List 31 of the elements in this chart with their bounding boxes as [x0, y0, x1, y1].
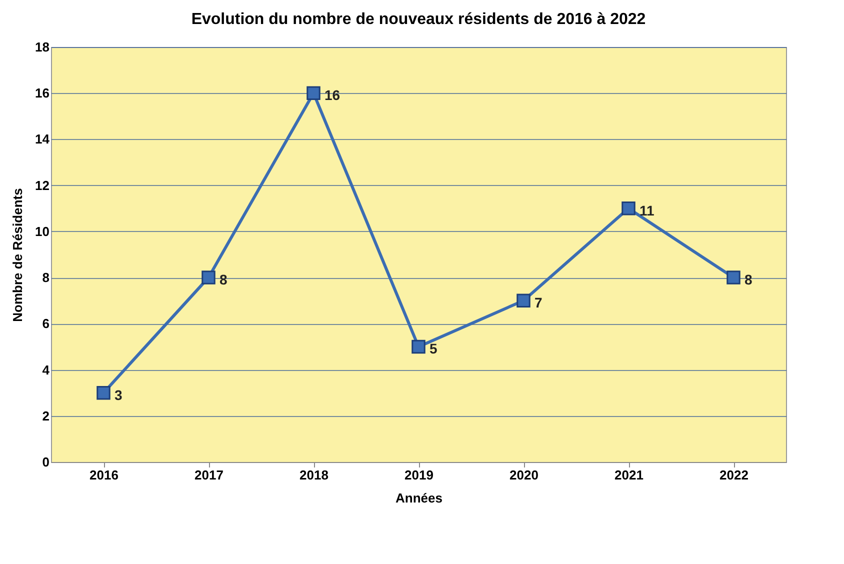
y-tick-label: 16	[35, 86, 50, 101]
y-tick-label: 14	[35, 132, 50, 147]
point	[306, 86, 320, 100]
x-tick-label: 2018	[300, 468, 328, 482]
point	[726, 270, 740, 284]
point	[622, 202, 636, 216]
point	[412, 340, 426, 354]
x-tick-label: 2021	[614, 468, 644, 482]
x-tick-label: 2020	[510, 468, 538, 482]
y-tick-label: 8	[42, 270, 50, 286]
x-tick-label: 2016	[90, 468, 118, 482]
data-label: 3	[114, 386, 122, 403]
x-tick-label: 2017	[194, 468, 224, 482]
y-tick-label: 2	[42, 408, 50, 424]
x-axis-title: Années	[396, 490, 442, 506]
x-tick-label: 2019	[404, 468, 434, 482]
point	[96, 386, 110, 400]
y-tick-label: 12	[35, 178, 50, 193]
x-tick-label: 2022	[720, 468, 748, 482]
point	[516, 294, 530, 308]
point	[202, 270, 216, 284]
y-tick-label: 4	[42, 362, 50, 378]
y-axis-title: Nombre de Résidents	[10, 188, 26, 322]
chart-title: Evolution du nombre de nouveaux résidents de 2016 à 2022	[191, 11, 646, 28]
y-tick-label: 18	[35, 40, 50, 54]
data-label: 11	[640, 202, 655, 218]
y-tick-label: 10	[35, 224, 50, 239]
y-tick-label: 6	[42, 316, 50, 332]
data-label: 7	[534, 294, 542, 311]
data-label: 5	[430, 340, 438, 357]
y-tick-label: 0	[42, 454, 50, 470]
